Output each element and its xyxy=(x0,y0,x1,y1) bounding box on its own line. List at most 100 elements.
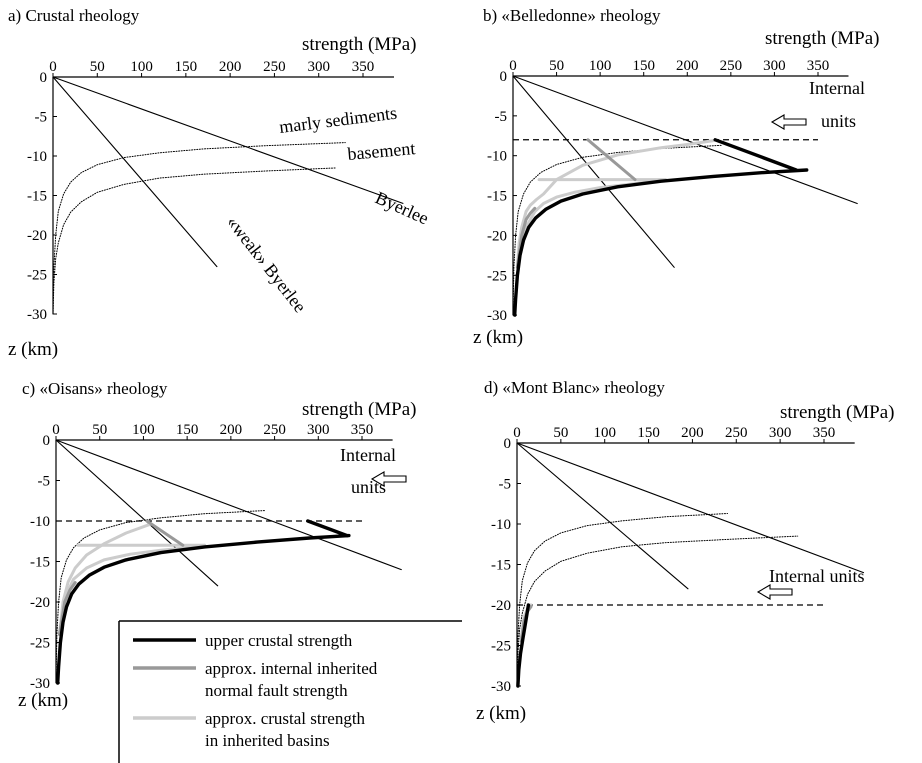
x-tick-label: 350 xyxy=(351,422,374,438)
y-tick-label: -5 xyxy=(35,110,48,126)
series-thick-line xyxy=(713,138,798,172)
legend: upper crustal strength approx. internal i… xyxy=(118,620,462,763)
y-tick-label: -20 xyxy=(487,228,507,244)
series-thick-line xyxy=(516,603,531,688)
x-tick-label: 50 xyxy=(553,425,568,441)
series-dotted-line xyxy=(516,513,728,687)
x-tick-label: 100 xyxy=(589,58,612,74)
y-tick-label: -5 xyxy=(495,109,508,125)
y-tick-label: -10 xyxy=(491,517,511,533)
legend-label: normal fault strength xyxy=(205,681,348,700)
series-thin-line xyxy=(55,439,402,571)
series-thick-line xyxy=(513,168,809,317)
x-tick-label: 250 xyxy=(720,58,743,74)
y-tick-label: -5 xyxy=(38,474,51,490)
x-axis-title: strength (MPa) xyxy=(302,399,417,420)
series-dotted-line xyxy=(516,535,799,687)
panel-title: c) «Oisans» rheology xyxy=(22,379,168,398)
series-dotted-line xyxy=(55,510,267,684)
series-gray-line xyxy=(586,138,637,182)
x-tick-label: 350 xyxy=(807,58,830,74)
series-gray-line xyxy=(58,581,77,636)
y-tick-label: 0 xyxy=(40,70,48,86)
x-tick-label: 100 xyxy=(593,425,616,441)
y-tick-label: -5 xyxy=(499,477,512,493)
panel-c: c) «Oisans» rheology strength (MPa) z (km)… xyxy=(18,379,417,711)
x-tick-label: 150 xyxy=(637,425,660,441)
series-gray-line xyxy=(145,519,185,547)
y-axis-title: z (km) xyxy=(18,690,68,711)
panel-title: d) «Mont Blanc» rheology xyxy=(484,378,665,397)
y-tick-label: -10 xyxy=(30,514,50,530)
x-tick-label: 200 xyxy=(220,422,243,438)
series-gray-line xyxy=(515,206,537,269)
arrow-icon xyxy=(756,584,793,600)
x-tick-label: 300 xyxy=(763,58,786,74)
x-tick-label: 200 xyxy=(676,58,699,74)
y-tick-label: -30 xyxy=(30,676,50,692)
series-thin-line xyxy=(512,75,858,205)
annotation-label: Internal units xyxy=(769,566,864,586)
x-tick-label: 0 xyxy=(513,425,521,441)
panel-b: b) «Belledonne» rheology strength (MPa) z … xyxy=(473,6,880,348)
x-tick-label: 100 xyxy=(132,422,155,438)
y-tick-label: -10 xyxy=(487,149,507,165)
panel-title: a) Crustal rheology xyxy=(8,6,140,25)
annotation-label: «weak» Byerlee xyxy=(223,212,310,316)
panel-d: d) «Mont Blanc» rheology strength (MPa) z … xyxy=(476,378,895,724)
y-tick-label: -20 xyxy=(491,598,511,614)
series-thin-line xyxy=(52,76,218,268)
annotation-label: units xyxy=(821,111,856,131)
y-tick-label: -30 xyxy=(487,308,507,324)
y-tick-label: -25 xyxy=(27,268,47,284)
arrow-icon xyxy=(370,471,407,487)
y-tick-label: 0 xyxy=(500,69,508,85)
x-tick-label: 50 xyxy=(90,59,105,75)
series-thin-line xyxy=(55,439,219,587)
x-tick-label: 100 xyxy=(130,59,153,75)
x-axis-title: strength (MPa) xyxy=(765,28,880,49)
y-axis-title: z (km) xyxy=(473,327,523,348)
y-axis-title: z (km) xyxy=(8,339,58,360)
series-light-line xyxy=(515,139,715,269)
x-tick-label: 200 xyxy=(219,59,242,75)
y-tick-label: -10 xyxy=(27,149,47,165)
x-tick-label: 150 xyxy=(176,422,199,438)
y-tick-label: -30 xyxy=(27,307,47,323)
x-tick-label: 300 xyxy=(769,425,792,441)
series-thin-line xyxy=(516,442,865,574)
x-tick-label: 250 xyxy=(725,425,748,441)
x-tick-label: 250 xyxy=(263,422,286,438)
x-tick-label: 0 xyxy=(49,59,57,75)
series-dotted-line xyxy=(512,144,723,316)
x-tick-label: 300 xyxy=(307,422,330,438)
x-tick-label: 150 xyxy=(632,58,655,74)
y-tick-label: -20 xyxy=(27,228,47,244)
x-tick-label: 0 xyxy=(52,422,60,438)
x-tick-label: 200 xyxy=(681,425,704,441)
y-tick-label: -15 xyxy=(27,189,47,205)
x-tick-label: 300 xyxy=(307,59,330,75)
x-tick-label: 0 xyxy=(509,58,517,74)
x-tick-label: 50 xyxy=(549,58,564,74)
x-axis-title: strength (MPa) xyxy=(302,34,417,55)
y-tick-label: -25 xyxy=(30,636,50,652)
annotation-label: Internal xyxy=(809,78,865,98)
annotation-label: Internal xyxy=(340,445,396,465)
y-tick-label: -20 xyxy=(30,595,50,611)
y-tick-label: -15 xyxy=(30,555,50,571)
series-dotted-line xyxy=(52,142,346,315)
x-tick-label: 350 xyxy=(352,59,375,75)
legend-label: in inherited basins xyxy=(205,731,330,750)
x-tick-label: 50 xyxy=(92,422,107,438)
y-axis-title: z (km) xyxy=(476,703,526,724)
y-tick-label: -25 xyxy=(491,639,511,655)
annotation-label: Byerlee xyxy=(372,187,431,228)
legend-label: upper crustal strength xyxy=(205,631,353,650)
legend-label: approx. internal inherited xyxy=(205,659,378,678)
y-tick-label: 0 xyxy=(43,433,51,449)
x-tick-label: 250 xyxy=(263,59,286,75)
series-thin-line xyxy=(516,442,689,590)
x-axis-title: strength (MPa) xyxy=(780,402,895,423)
